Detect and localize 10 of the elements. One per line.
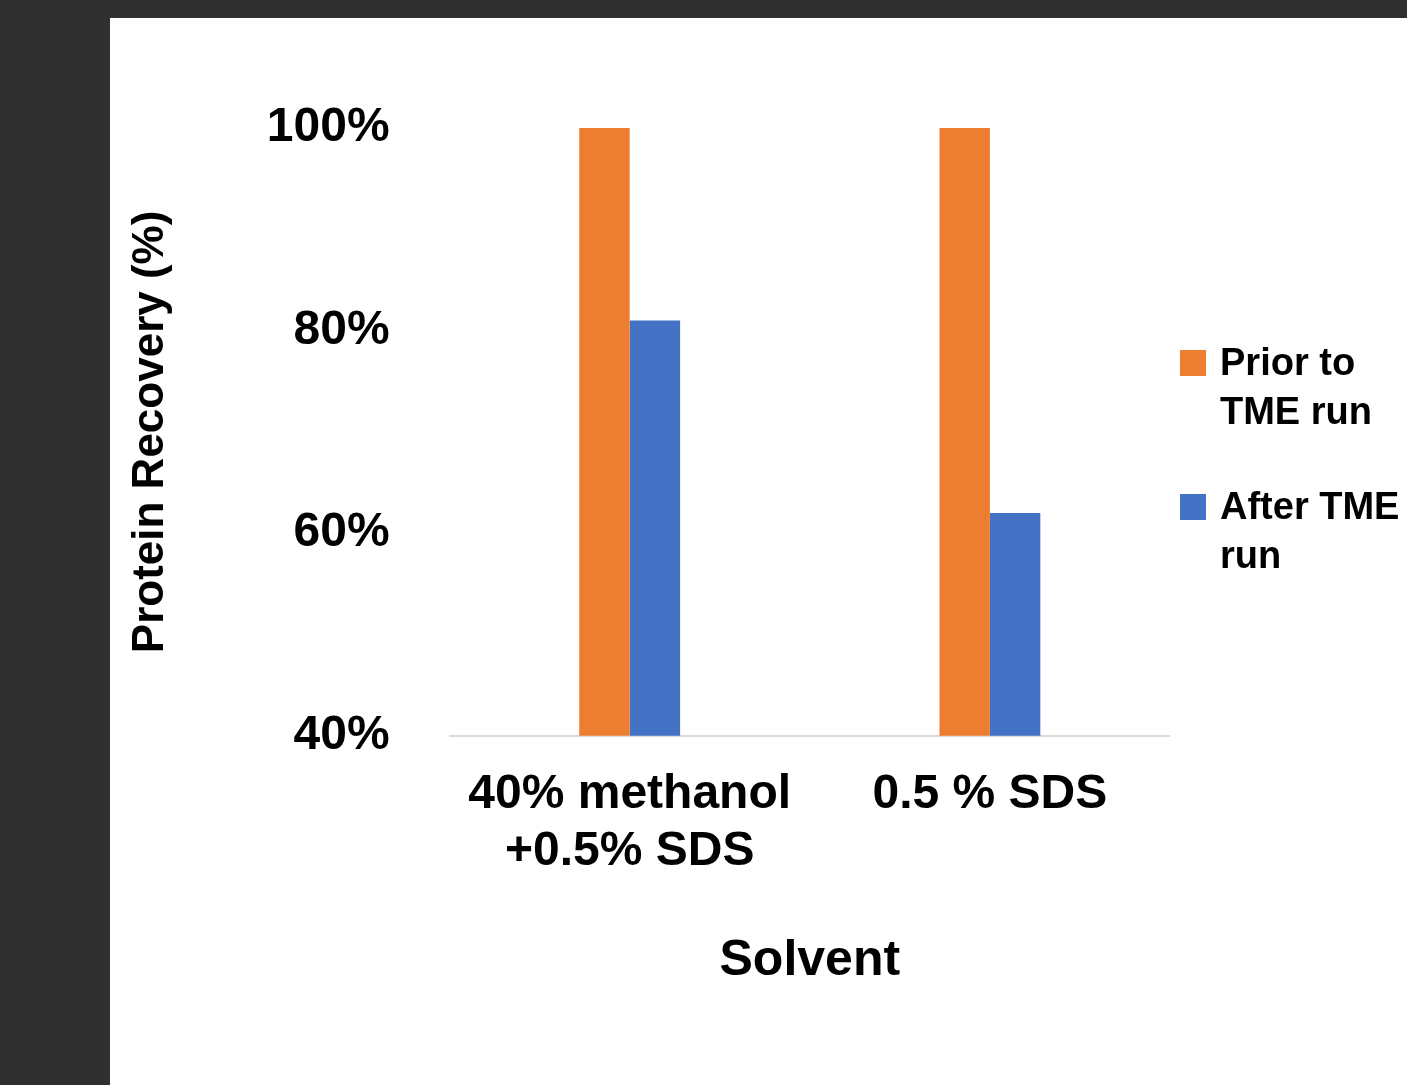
- y-axis-title: Protein Recovery (%): [122, 210, 172, 654]
- legend-label: Prior to TME run: [1220, 340, 1373, 435]
- x-tick-label: 40% methanol +0.5% SDS: [468, 764, 792, 876]
- x-tick-label: 0.5 % SDS: [872, 764, 1108, 818]
- y-tick-label: 40%: [293, 706, 390, 760]
- y-tick-label: 60%: [293, 503, 390, 557]
- legend-label: After TME run: [1220, 483, 1400, 579]
- y-tick-label: 80%: [293, 300, 390, 354]
- y-tick-label: 100%: [266, 98, 390, 152]
- x-axis-title: Solvent: [719, 929, 901, 986]
